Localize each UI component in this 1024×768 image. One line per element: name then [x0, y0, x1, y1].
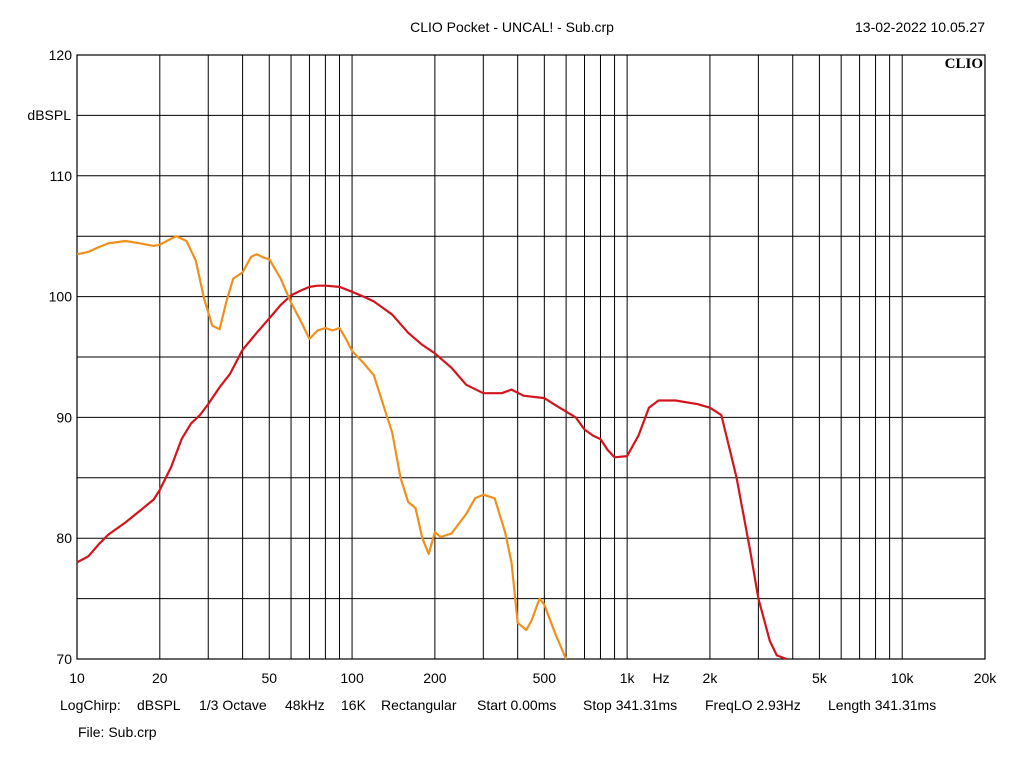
y-axis-label: dBSPL [27, 107, 71, 123]
y-tick-label: 110 [50, 168, 73, 184]
y-tick-label: 120 [49, 47, 73, 63]
x-axis-label: Hz [652, 670, 669, 686]
y-tick-label: 80 [56, 530, 72, 546]
x-tick-label: 500 [533, 670, 557, 686]
y-tick-label: 100 [49, 289, 73, 305]
grid-lines [77, 55, 985, 659]
chart-title: CLIO Pocket - UNCAL! - Sub.crp [410, 19, 614, 35]
x-tick-label: 200 [423, 670, 447, 686]
setting-item: dBSPL [137, 697, 181, 713]
x-tick-label: 20k [974, 670, 998, 686]
setting-item: Stop 341.31ms [583, 697, 678, 713]
y-tick-label: 70 [56, 651, 72, 667]
y-tick-label: 90 [56, 409, 72, 425]
x-tick-label: 100 [340, 670, 364, 686]
setting-item: 16K [341, 697, 366, 713]
x-tick-label: 10 [69, 670, 85, 686]
plot-area [76, 54, 986, 660]
setting-item: FreqLO 2.93Hz [705, 697, 801, 713]
series-line-2 [76, 235, 568, 660]
y-axis-ticks: 120 110 100 90 80 70 [49, 47, 73, 667]
setting-item: Rectangular [381, 697, 457, 713]
x-tick-label: 10k [891, 670, 915, 686]
x-axis-ticks: 10 20 50 100 200 500 1k 2k 5k 10k 20k [69, 670, 997, 686]
x-tick-label: 50 [261, 670, 277, 686]
setting-item: Start 0.00ms [477, 697, 557, 713]
x-tick-label: 5k [812, 670, 828, 686]
clio-logo: CLIO [945, 56, 983, 72]
setting-item: LogChirp: [60, 697, 121, 713]
file-name: File: Sub.crp [78, 724, 157, 740]
series-line-1 [76, 284, 787, 661]
series-group [76, 235, 787, 661]
x-tick-label: 1k [620, 670, 636, 686]
setting-item: 48kHz [285, 697, 325, 713]
x-tick-label: 20 [152, 670, 168, 686]
timestamp: 13-02-2022 10.05.27 [855, 19, 985, 35]
setting-item: Length 341.31ms [828, 697, 937, 713]
setting-item: 1/3 Octave [199, 697, 267, 713]
x-tick-label: 2k [703, 670, 719, 686]
